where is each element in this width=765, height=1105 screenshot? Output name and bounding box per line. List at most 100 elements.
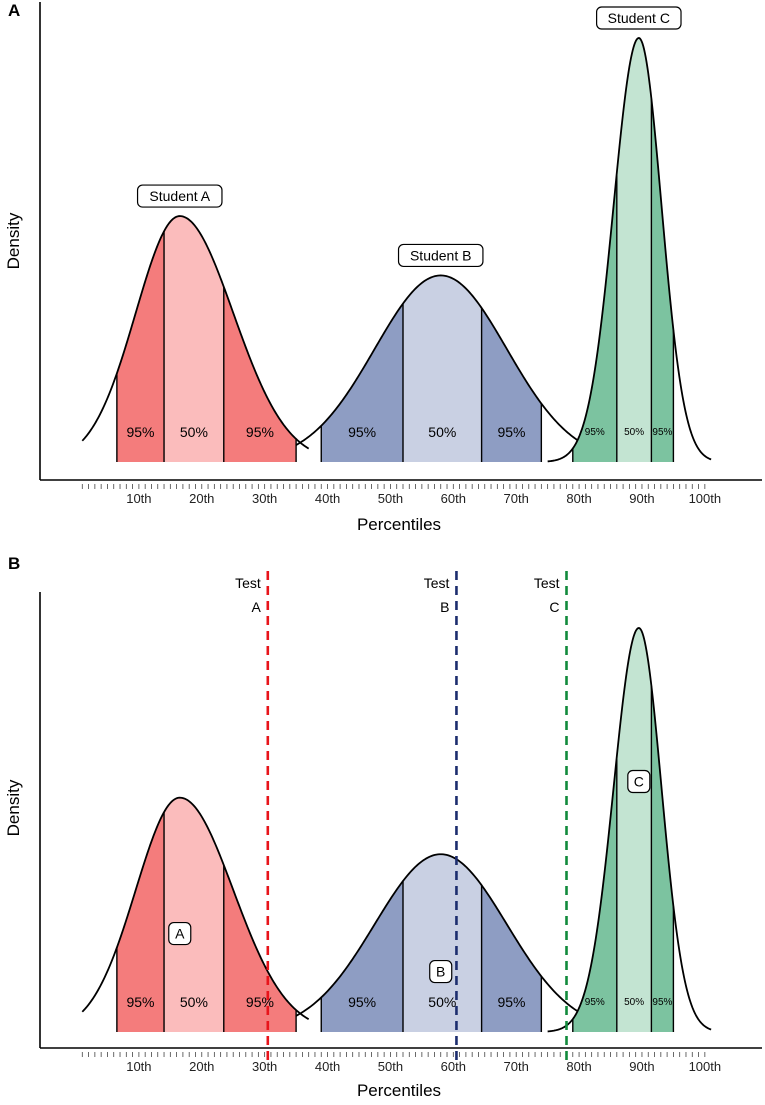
ci95-left-label: 95% [126, 424, 154, 440]
series-c: 95% 50% 95% C [547, 627, 712, 1033]
test-reference-lines: Test A Test B Test C [235, 571, 568, 1060]
ci95-right-region [481, 307, 542, 462]
series-label-c: C [627, 769, 651, 794]
x-tick-label: 90th [629, 491, 654, 506]
label-box [136, 184, 223, 208]
x-tick-label: 30th [252, 1059, 277, 1074]
test-b-label: Test [424, 575, 450, 591]
ci95-left-region [116, 812, 165, 1032]
x-minor-ticks [81, 484, 706, 489]
x-tick-label: 80th [566, 1059, 591, 1074]
label-box [596, 6, 682, 30]
test-a-label: Test [235, 575, 261, 591]
ci95-left-region [321, 303, 403, 462]
ci95-right-label: 95% [652, 997, 672, 1008]
ci95-right-region [651, 685, 674, 1032]
ci95-left-label: 95% [348, 994, 376, 1010]
ci95-right-label: 95% [497, 424, 525, 440]
ci95-left-label: 95% [126, 994, 154, 1010]
x-tick-label: 20th [189, 491, 214, 506]
density-curve [81, 796, 310, 1020]
label-box [429, 959, 453, 984]
x-tick-label: 70th [504, 491, 529, 506]
ci50-region [616, 628, 652, 1032]
ci50-region [403, 275, 482, 462]
series-label-a: A [168, 921, 192, 946]
series-label-student-b: Student B [397, 243, 484, 268]
ci95-right-label: 95% [246, 994, 274, 1010]
label-text: Student C [608, 10, 670, 26]
density-curve [295, 274, 586, 446]
x-tick-label: 60th [441, 491, 466, 506]
label-box [397, 243, 484, 268]
ci50-label: 50% [624, 427, 644, 438]
x-tick-label: 90th [629, 1059, 654, 1074]
ci50-label: 50% [180, 994, 208, 1010]
label-text: B [436, 964, 445, 980]
ci50-region [616, 38, 652, 462]
ci95-right-region [481, 885, 542, 1032]
x-tick-label: 30th [252, 491, 277, 506]
test-c-label: Test [534, 575, 560, 591]
panel-b-y-axis-label: Density [4, 779, 23, 836]
panel-a: A Density Percentiles 95% 50% 95% Student A… [4, 1, 762, 534]
x-tick-label: 100th [689, 491, 722, 506]
x-tick-label: 10th [126, 1059, 151, 1074]
ci50-region [164, 797, 224, 1032]
x-tick-label: 80th [566, 491, 591, 506]
density-curve [295, 853, 586, 1017]
label-text: C [634, 774, 644, 790]
x-tick-label: 40th [315, 1059, 340, 1074]
ci50-label: 50% [428, 424, 456, 440]
panel-a-y-axis-label: Density [4, 212, 23, 269]
series-student-c: 95% 50% 95% Student C [547, 6, 712, 463]
x-tick-label: 70th [504, 1059, 529, 1074]
label-box [168, 921, 192, 946]
ci50-region [164, 216, 224, 462]
ci50-region [403, 854, 482, 1032]
panel-b: B Density Percentiles 95% 50% 95%A95% 50% 95… [4, 554, 762, 1100]
ci50-label: 50% [180, 424, 208, 440]
x-tick-label: 10th [126, 491, 151, 506]
ci50-label: 50% [624, 997, 644, 1008]
series-label-student-c: Student C [596, 6, 682, 30]
density-curves: 95% 50% 95% Student A 95% 50% 95% Student B 95% 5… [81, 6, 712, 463]
panel-b-x-axis-label: Percentiles [357, 1081, 441, 1100]
x-minor-ticks [81, 1052, 706, 1057]
series-label-b: B [429, 959, 453, 984]
ci95-left-region [116, 231, 165, 462]
ci95-right-label: 95% [652, 427, 672, 438]
axes: 10th 20th 30th 40th 50th 60th 70th 80th 90th 100t… [39, 2, 762, 506]
label-text: Student A [149, 188, 210, 204]
label-box [627, 769, 651, 794]
density-curves: 95% 50% 95% A 95% 50% 95% B 95% 50% 95% C [81, 627, 712, 1033]
x-tick-label: 100th [689, 1059, 722, 1074]
ci95-right-region [651, 98, 674, 462]
ci95-left-region [572, 756, 617, 1032]
series-student-b: 95% 50% 95% Student B [295, 243, 586, 462]
test-a-label: A [251, 599, 261, 615]
panel-a-letter: A [8, 1, 20, 20]
series-student-a: 95% 50% 95% Student A [81, 184, 310, 462]
series-label-student-a: Student A [136, 184, 223, 208]
x-tick-label: 60th [441, 1059, 466, 1074]
ci95-left-region [572, 172, 617, 463]
panel-a-x-axis-label: Percentiles [357, 515, 441, 534]
x-tick-label: 50th [378, 491, 403, 506]
density-curve [547, 37, 712, 463]
ci95-left-label: 95% [348, 424, 376, 440]
ci95-right-label: 95% [497, 994, 525, 1010]
panel-b-letter: B [8, 554, 20, 573]
label-text: Student B [410, 247, 472, 263]
x-tick-label: 40th [315, 491, 340, 506]
series-a: 95% 50% 95% A [81, 796, 310, 1032]
x-tick-label: 50th [378, 1059, 403, 1074]
ci95-right-label: 95% [246, 424, 274, 440]
ci95-left-label: 95% [585, 427, 605, 438]
series-b: 95% 50% 95% B [295, 853, 586, 1032]
axes: 10th 20th 30th 40th 50th 60th 70th 80th 90th 100t… [39, 592, 762, 1074]
ci95-left-label: 95% [585, 997, 605, 1008]
test-b-label: B [440, 599, 449, 615]
test-c-label: C [549, 599, 559, 615]
